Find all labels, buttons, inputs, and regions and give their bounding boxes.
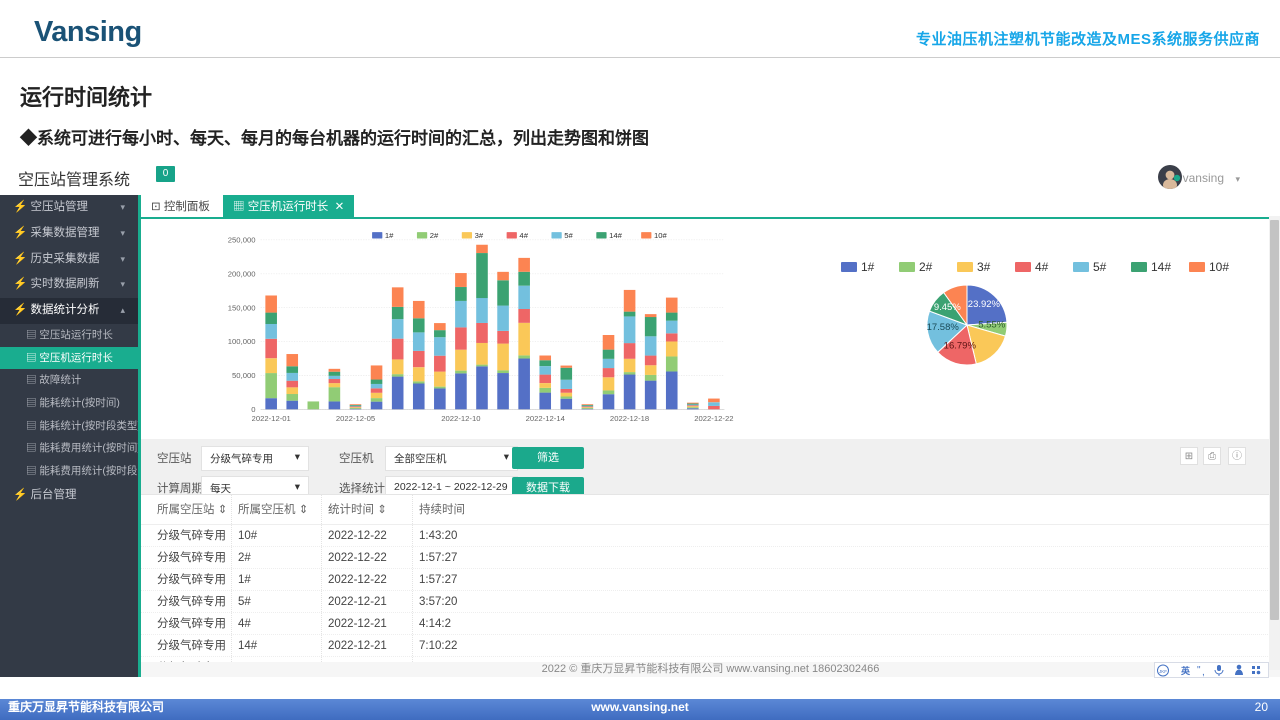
svg-text:3#: 3# bbox=[977, 260, 991, 274]
svg-text:JKF: JKF bbox=[1159, 669, 1167, 674]
svg-text:9.45%: 9.45% bbox=[934, 302, 961, 313]
svg-text:4#: 4# bbox=[519, 231, 528, 240]
svg-text:16.79%: 16.79% bbox=[944, 341, 977, 352]
svg-text:2022-12-22: 2022-12-22 bbox=[694, 414, 733, 423]
svg-text:14#: 14# bbox=[1151, 260, 1171, 274]
svg-text:200,000: 200,000 bbox=[228, 269, 256, 278]
svg-text:100,000: 100,000 bbox=[228, 337, 256, 346]
svg-text:250,000: 250,000 bbox=[228, 235, 256, 244]
svg-text:": " bbox=[1197, 665, 1201, 676]
svg-text:2#: 2# bbox=[919, 260, 933, 274]
svg-text:17.58%: 17.58% bbox=[927, 322, 960, 333]
svg-text:5#: 5# bbox=[1093, 260, 1107, 274]
svg-text:50,000: 50,000 bbox=[232, 371, 255, 380]
svg-text:0: 0 bbox=[251, 405, 255, 414]
svg-text:5#: 5# bbox=[564, 231, 573, 240]
svg-text:2022-12-14: 2022-12-14 bbox=[526, 414, 566, 423]
svg-text:10#: 10# bbox=[1209, 260, 1229, 274]
svg-text:,: , bbox=[1202, 667, 1205, 678]
svg-text:2022-12-05: 2022-12-05 bbox=[336, 414, 375, 423]
svg-text:5.55%: 5.55% bbox=[978, 320, 1005, 331]
svg-text:14#: 14# bbox=[609, 231, 623, 240]
svg-text:2022-12-18: 2022-12-18 bbox=[610, 414, 649, 423]
svg-text:150,000: 150,000 bbox=[228, 303, 256, 312]
svg-text:英: 英 bbox=[1180, 665, 1191, 676]
svg-text:23.92%: 23.92% bbox=[968, 299, 1001, 310]
svg-text:4#: 4# bbox=[1035, 260, 1049, 274]
svg-text:3#: 3# bbox=[475, 231, 484, 240]
svg-text:1#: 1# bbox=[385, 231, 394, 240]
svg-text:2022-12-01: 2022-12-01 bbox=[252, 414, 291, 423]
svg-text:2#: 2# bbox=[430, 231, 439, 240]
svg-text:10#: 10# bbox=[654, 231, 668, 240]
svg-text:Vansing: Vansing bbox=[34, 16, 142, 48]
svg-text:1#: 1# bbox=[861, 260, 875, 274]
svg-text:2022-12-10: 2022-12-10 bbox=[441, 414, 480, 423]
